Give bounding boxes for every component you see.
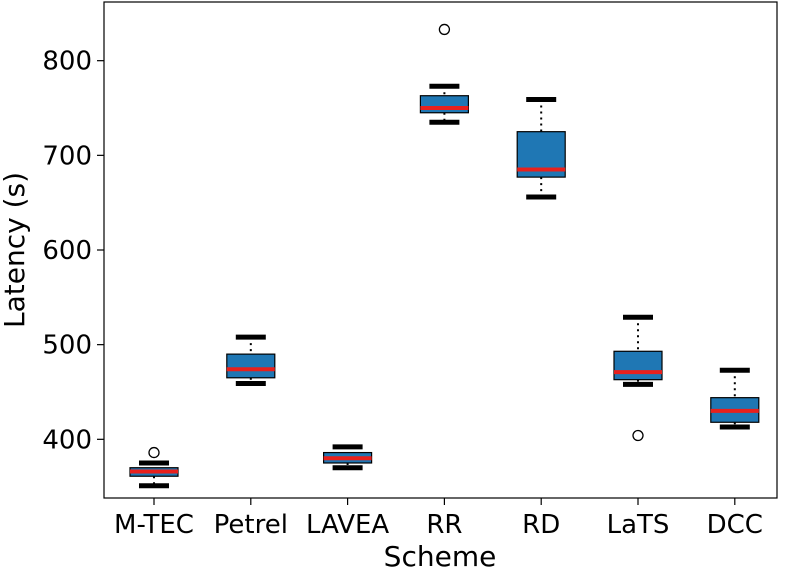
x-axis: M-TEC Petrel LAVEA RR RD LaTS DCC [114,498,763,540]
x-tick-label: RR [426,510,462,540]
x-tick-label: DCC [707,510,763,540]
box-lats [613,314,663,442]
box-body [226,353,276,379]
outlier-point [438,23,451,36]
box-m-tec [129,446,179,489]
y-axis: 400 500 600 700 800 [42,47,104,455]
y-tick-label: 700 [42,141,92,171]
box-body [419,95,469,114]
boxes-layer [129,23,760,489]
y-tick-label: 500 [42,331,92,361]
plot-area [103,1,778,499]
y-tick-label: 400 [42,425,92,455]
box-body [613,350,663,381]
x-tick-label: LAVEA [306,510,389,540]
box-dcc [710,367,760,430]
y-tick-label: 800 [42,47,92,77]
y-axis-label: Latency (s) [0,172,31,328]
x-tick-label: RD [522,510,560,540]
box-rr [419,23,469,125]
x-tick-label: Petrel [214,510,288,540]
x-axis-label: Scheme [384,540,497,573]
x-tick-label: LaTS [607,510,670,540]
box-petrel [226,334,276,386]
outlier-point [632,429,644,442]
box-rd [516,96,566,200]
x-tick-label: M-TEC [114,510,194,540]
box-lavea [323,444,373,471]
y-tick-label: 600 [42,236,92,266]
outlier-point [148,446,160,459]
